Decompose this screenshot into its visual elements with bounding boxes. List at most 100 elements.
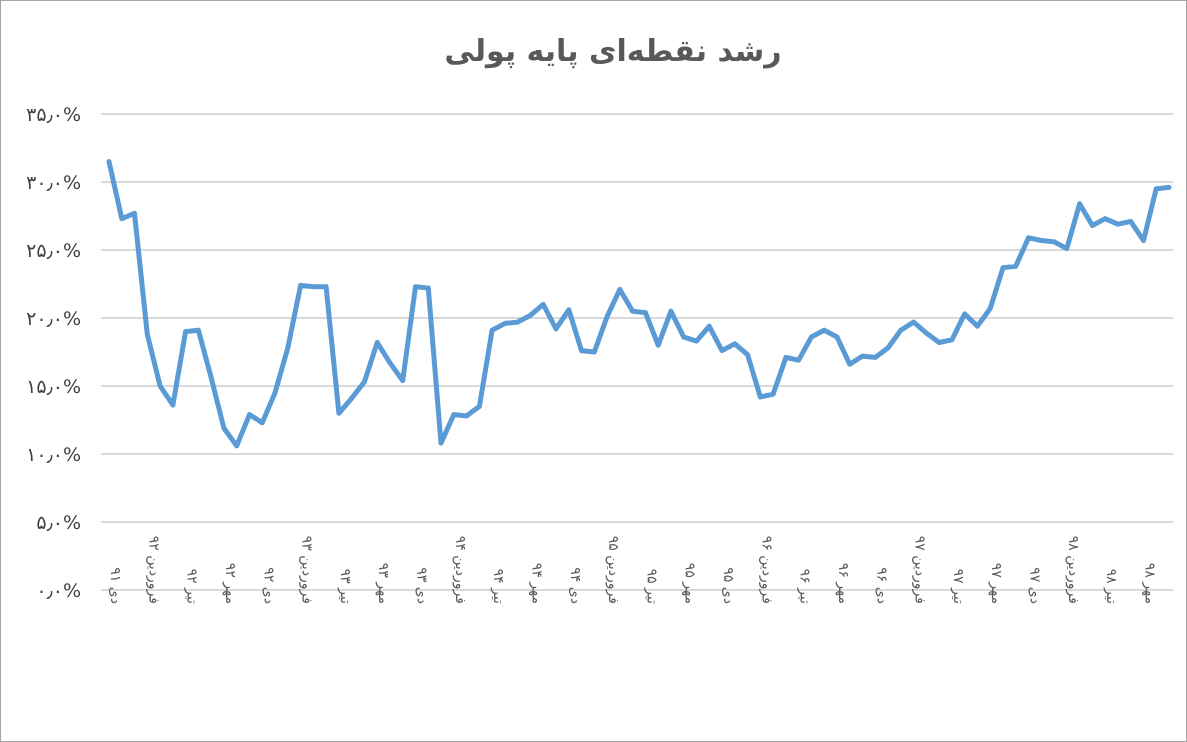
data-point bbox=[502, 321, 508, 326]
data-point bbox=[259, 420, 265, 426]
x-tick-label: دی ۹۷ bbox=[1027, 567, 1043, 604]
data-point bbox=[1090, 223, 1095, 228]
data-point bbox=[1153, 186, 1159, 192]
data-point bbox=[400, 378, 406, 383]
x-tick-label: مهر ۹۷ bbox=[988, 563, 1004, 604]
x-tick-label: تیر ۹۴ bbox=[490, 569, 506, 604]
x-tick-label: فروردین ۹۶ bbox=[758, 536, 774, 604]
data-point bbox=[694, 338, 699, 344]
x-tick-label: دی ۹۳ bbox=[414, 567, 430, 604]
data-point bbox=[183, 329, 189, 334]
data-point bbox=[796, 357, 801, 363]
data-point bbox=[425, 285, 431, 291]
data-point bbox=[387, 360, 393, 366]
data-point bbox=[809, 334, 814, 340]
data-point bbox=[847, 361, 853, 367]
data-point bbox=[949, 337, 955, 343]
data-point bbox=[757, 394, 763, 400]
x-tick-label: دی ۹۲ bbox=[260, 567, 276, 604]
x-tick-label: فروردین ۹۵ bbox=[605, 536, 621, 604]
data-point bbox=[208, 375, 214, 381]
data-point bbox=[872, 355, 878, 360]
x-tick-label: تیر ۹۸ bbox=[1103, 569, 1119, 604]
data-point bbox=[528, 312, 533, 318]
data-point bbox=[1102, 216, 1108, 222]
data-point bbox=[655, 342, 661, 348]
data-point bbox=[962, 311, 968, 317]
y-tick-label: ۵٫۰% bbox=[36, 512, 81, 534]
y-tick-label: ۱۵٫۰% bbox=[26, 376, 81, 398]
data-point bbox=[349, 395, 355, 401]
data-point bbox=[362, 379, 367, 385]
x-tick-label: فروردین ۹۷ bbox=[912, 536, 928, 604]
data-point bbox=[604, 314, 610, 319]
data-point bbox=[553, 326, 559, 332]
data-point bbox=[1128, 219, 1134, 224]
x-tick-label: مهر ۹۶ bbox=[835, 563, 851, 604]
x-tick-label: دی ۹۴ bbox=[567, 567, 583, 604]
data-point bbox=[310, 284, 316, 290]
data-point bbox=[643, 310, 648, 315]
x-tick-label: مهر ۹۸ bbox=[1141, 563, 1157, 604]
data-point bbox=[247, 412, 252, 417]
data-point bbox=[1077, 201, 1082, 207]
data-point bbox=[936, 340, 942, 345]
data-point bbox=[860, 353, 865, 359]
x-tick-label: فروردین ۹۴ bbox=[452, 536, 468, 604]
data-point bbox=[770, 391, 776, 397]
data-point bbox=[732, 341, 738, 347]
x-tick-label: تیر ۹۵ bbox=[643, 569, 659, 604]
data-point bbox=[579, 348, 584, 353]
x-tick-label: فروردین ۹۸ bbox=[1065, 536, 1081, 604]
x-tick-label: مهر ۹۴ bbox=[528, 563, 544, 604]
data-point bbox=[1051, 239, 1057, 245]
data-point bbox=[745, 352, 750, 358]
y-tick-label: ۲۰٫۰% bbox=[26, 308, 81, 330]
data-point bbox=[221, 425, 227, 431]
x-tick-label: مهر ۹۳ bbox=[375, 563, 391, 604]
data-point bbox=[234, 443, 240, 449]
x-tick-label: فروردین ۹۳ bbox=[299, 536, 315, 604]
data-point bbox=[451, 412, 457, 417]
y-tick-label: ۱۰٫۰% bbox=[26, 444, 81, 466]
data-point bbox=[477, 404, 482, 409]
data-point bbox=[1115, 221, 1121, 227]
x-axis-ticks: دی ۹۱ فروردین ۹۲ تیر ۹۲ مهر ۹۲ دی ۹۲ فروردین … bbox=[107, 536, 1157, 604]
data-point bbox=[923, 330, 929, 336]
x-tick-label: تیر ۹۳ bbox=[337, 569, 353, 604]
data-point bbox=[1000, 265, 1006, 271]
data-point bbox=[170, 402, 176, 408]
data-point bbox=[987, 306, 993, 311]
data-point bbox=[285, 345, 291, 351]
data-point bbox=[719, 348, 725, 353]
data-point bbox=[413, 284, 418, 290]
data-point bbox=[975, 323, 980, 329]
data-point bbox=[1141, 238, 1146, 243]
y-axis-ticks: ۰٫۰% ۵٫۰% ۱۰٫۰% ۱۵٫۰% ۲۰٫۰% ۲۵٫۰% ۳۰٫۰% ۳۵٫۰% bbox=[26, 104, 81, 602]
data-point bbox=[336, 410, 342, 416]
data-point bbox=[706, 323, 712, 329]
data-point bbox=[821, 327, 827, 333]
data-point bbox=[438, 440, 444, 446]
data-point bbox=[144, 331, 150, 337]
data-point bbox=[1038, 238, 1044, 243]
x-tick-label: فروردین ۹۲ bbox=[145, 536, 161, 604]
data-point bbox=[374, 340, 380, 345]
data-point bbox=[132, 210, 137, 216]
x-tick-label: مهر ۹۵ bbox=[682, 563, 698, 604]
data-point bbox=[272, 390, 278, 396]
data-point bbox=[323, 284, 329, 290]
data-point bbox=[540, 302, 546, 307]
series-line bbox=[106, 159, 1172, 449]
data-point bbox=[591, 349, 597, 355]
data-point bbox=[489, 327, 495, 333]
chart-title: رشد نقطه‌ای پایه پولی bbox=[444, 34, 781, 69]
y-tick-label: ۰٫۰% bbox=[36, 580, 81, 602]
data-point bbox=[1166, 185, 1172, 190]
gridlines bbox=[101, 113, 1173, 591]
data-point bbox=[1013, 263, 1019, 269]
data-point bbox=[834, 334, 840, 340]
data-point bbox=[106, 159, 112, 165]
y-tick-label: ۲۵٫۰% bbox=[26, 240, 81, 262]
